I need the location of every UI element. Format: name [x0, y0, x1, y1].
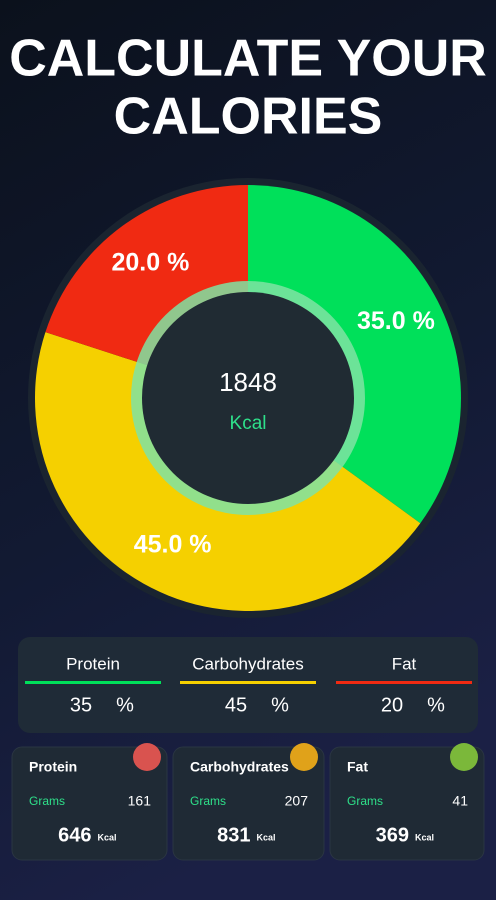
- card-icon: [290, 743, 318, 771]
- grams-value: 161: [128, 793, 152, 809]
- macro-card: [172, 746, 325, 861]
- segment-label: 35.0 %: [357, 307, 435, 335]
- column-header: Fat: [392, 654, 417, 673]
- grams-value: 41: [452, 793, 468, 809]
- kcal-value: 369: [376, 824, 409, 846]
- grams-label: Grams: [347, 794, 383, 808]
- card-title: Carbohydrates: [190, 759, 289, 775]
- segment-label: 45.0 %: [134, 531, 212, 559]
- card-icon: [450, 743, 478, 771]
- macro-card: [11, 746, 168, 861]
- percent-table: Protein 35 % Carbohydrates 45 % Fat 20%: [25, 654, 472, 716]
- column-underline: [336, 681, 472, 684]
- card-icon: [133, 743, 161, 771]
- percent-value: 35: [70, 694, 92, 716]
- column-header: Carbohydrates: [192, 654, 304, 673]
- cards: Protein Grams 161 646 Kcal Carbohydrates Grams…: [11, 743, 485, 861]
- segment-label: 20.0 %: [112, 248, 190, 276]
- kcal-value: 646: [58, 824, 91, 846]
- center-unit: Kcal: [230, 413, 267, 434]
- kcal-unit: Kcal: [98, 832, 117, 842]
- percent-unit: %: [427, 694, 445, 716]
- title-line: CALCULATE YOUR: [9, 30, 487, 88]
- column-underline: [25, 681, 161, 684]
- percent-value: 45: [225, 694, 247, 716]
- kcal-unit: Kcal: [257, 832, 276, 842]
- percent-unit: %: [271, 694, 289, 716]
- inner-circle: [142, 292, 354, 504]
- card-title: Fat: [347, 759, 368, 775]
- grams-label: Grams: [190, 794, 226, 808]
- percent-panel: [18, 637, 478, 733]
- donut: 35.0 % 45.0 % 20.0 % 1848 Kcal: [35, 185, 461, 611]
- grams-label: Grams: [29, 794, 65, 808]
- percent-value: 20: [381, 694, 403, 716]
- title-line: CALORIES: [114, 88, 383, 146]
- macro-card: [329, 746, 485, 861]
- percent-unit: %: [116, 694, 134, 716]
- card-title: Protein: [29, 759, 77, 775]
- column-header: Protein: [66, 654, 120, 673]
- kcal-value: 831: [217, 824, 250, 846]
- center-value: 1848: [219, 367, 277, 397]
- grams-value: 207: [285, 793, 309, 809]
- column-underline: [180, 681, 316, 684]
- kcal-unit: Kcal: [415, 832, 434, 842]
